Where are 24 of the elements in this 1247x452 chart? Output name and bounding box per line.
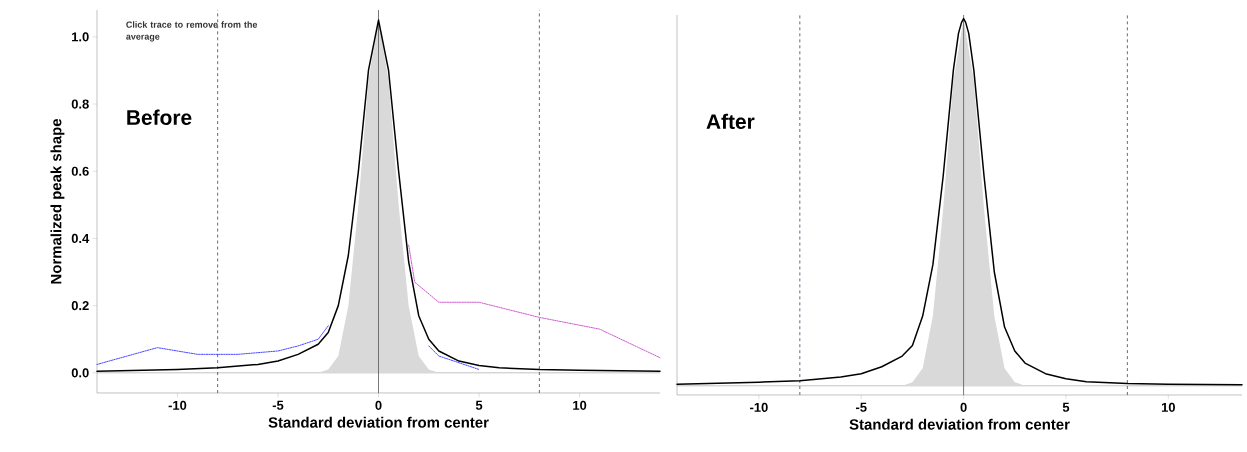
x-tick-label: -5: [855, 402, 867, 412]
x-tick-label: 0: [960, 402, 967, 412]
text: Before: [127, 109, 192, 125]
x-tick-label: -5: [272, 400, 284, 410]
x-axis-title: Standard deviation from center: [849, 418, 1070, 430]
y-axis-title: Normalized peak shape: [50, 118, 65, 284]
y-tick-label: 0.4: [71, 233, 90, 244]
y-tick-label: 0.0: [71, 368, 89, 378]
x-tick-label: 5: [1062, 402, 1070, 412]
x-tick-label: -10: [750, 402, 768, 412]
line-series: [96, 19, 661, 372]
y-tick-label: 1.0: [72, 32, 89, 42]
x-tick-label: -10: [168, 400, 187, 410]
text: After: [706, 113, 755, 130]
y-tick-label: 0.2: [71, 301, 89, 311]
y-tick-label: 0.8: [71, 99, 89, 109]
y-tick-label: 0.6: [71, 166, 89, 176]
x-axis-title: Standard deviation from center: [268, 416, 489, 428]
x-tick-label: 10: [1161, 402, 1175, 412]
line-series: [408, 244, 661, 359]
x-tick-label: 5: [475, 400, 483, 410]
x-tick-label: 0: [375, 400, 382, 410]
annotation: Click trace to remove from the average: [126, 21, 258, 42]
x-tick-label: 10: [573, 400, 587, 410]
